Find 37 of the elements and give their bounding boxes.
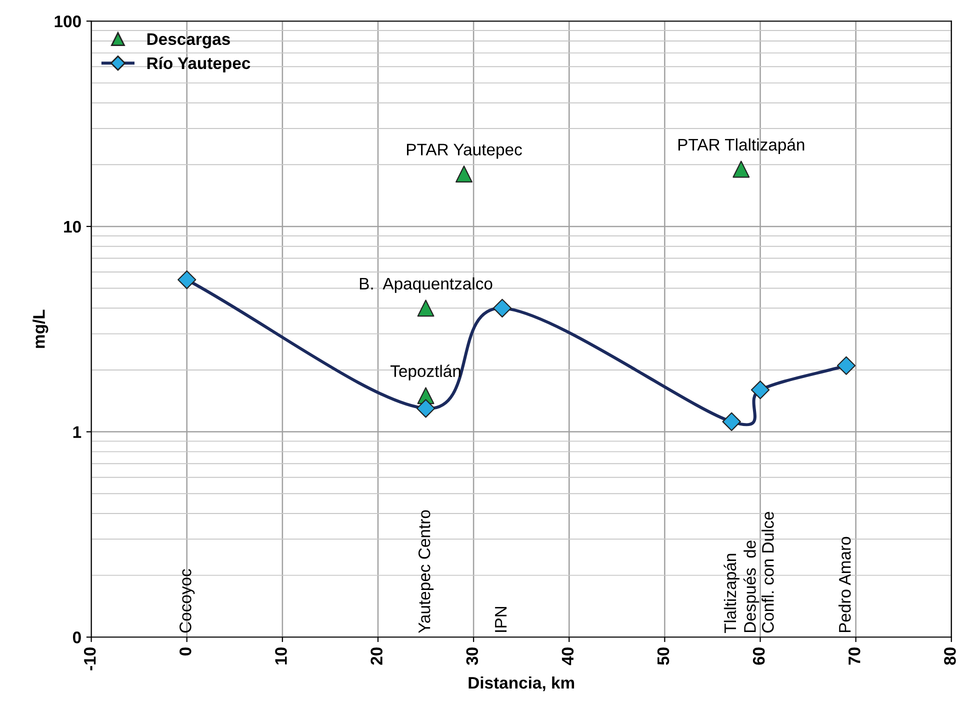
- x-tick-label: 40: [562, 648, 574, 666]
- annotation: PTAR Yautepec: [406, 144, 522, 159]
- point: [492, 298, 512, 318]
- y-tick-label: 10: [64, 220, 81, 233]
- point: [732, 160, 750, 178]
- x-tick-label: 10: [275, 648, 287, 664]
- x-tick-label: 0: [180, 648, 192, 656]
- annotation: Yautepec Centro: [418, 510, 434, 634]
- x-tick-label: 30: [466, 648, 478, 665]
- legend-label: Río Yautepec: [147, 56, 250, 72]
- point: [417, 300, 434, 317]
- point: [456, 166, 472, 183]
- point: [416, 399, 436, 418]
- annotation: Después de Confl. con Dulce: [743, 512, 774, 633]
- point: [178, 270, 196, 290]
- annotation: B. Apaquentzalco: [360, 277, 492, 293]
- y-tick-label: 1: [73, 426, 82, 438]
- x-axis-title: Distancia, km: [468, 676, 574, 692]
- annotation: Tepoztlán: [390, 364, 460, 380]
- annotation: Cocoyoc: [180, 569, 195, 633]
- legend-label: Descargas: [147, 33, 230, 48]
- x-tick-label: 70: [848, 648, 860, 665]
- annotation: PTAR Tlaltizapán: [678, 138, 804, 154]
- point: [836, 356, 856, 375]
- annotation: Tlaltizapán: [724, 554, 740, 634]
- x-tick-label: 80: [944, 648, 956, 665]
- x-tick-label: -10: [84, 648, 96, 670]
- annotation: Pedro Amaro: [838, 536, 851, 632]
- x-tick-label: 50: [657, 648, 670, 665]
- x-tick-label: 20: [370, 648, 382, 665]
- point: [722, 412, 741, 432]
- x-tick-label: 60: [752, 648, 765, 665]
- annotation: IPN: [495, 607, 507, 632]
- y-tick-label: 100: [54, 16, 81, 28]
- y-tick-label: 0: [72, 632, 81, 644]
- point: [750, 380, 770, 400]
- y-axis-title: mg/L: [32, 310, 48, 348]
